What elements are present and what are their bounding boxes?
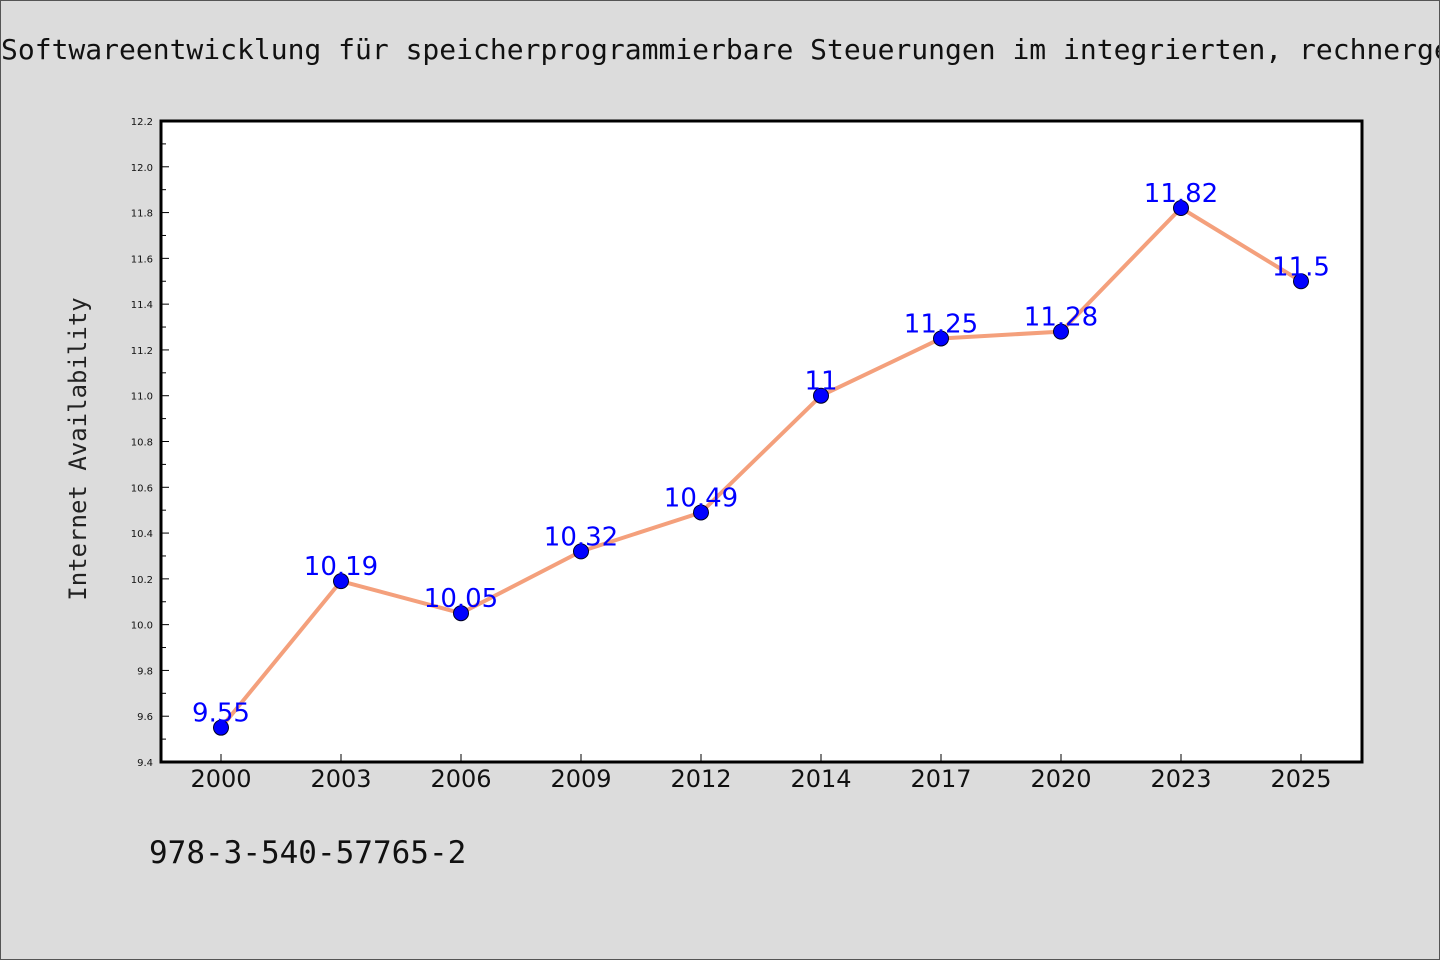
y-tick-label: 10.4 bbox=[131, 529, 153, 540]
data-label: 10.05 bbox=[424, 584, 498, 614]
y-tick-label: 10.6 bbox=[131, 483, 153, 494]
y-tick-label: 9.6 bbox=[137, 712, 153, 723]
data-label: 10.32 bbox=[544, 522, 618, 552]
data-point bbox=[933, 330, 949, 347]
plot-area bbox=[159, 119, 1364, 764]
data-label: 11.5 bbox=[1272, 252, 1330, 282]
data-label: 11.28 bbox=[1024, 303, 1098, 333]
data-point bbox=[1053, 323, 1069, 340]
x-tick-label: 2003 bbox=[310, 765, 371, 793]
data-point bbox=[333, 573, 349, 590]
x-tick-label: 2000 bbox=[190, 765, 251, 793]
y-tick-label: 10.0 bbox=[131, 621, 153, 632]
data-label: 11 bbox=[804, 367, 837, 397]
x-tick-label: 2017 bbox=[910, 765, 971, 793]
data-point bbox=[213, 719, 229, 736]
y-tick-label: 10.8 bbox=[131, 438, 153, 449]
x-tick-label: 2009 bbox=[550, 765, 611, 793]
x-tick-label: 2023 bbox=[1150, 765, 1211, 793]
data-label: 11.25 bbox=[904, 309, 978, 339]
x-axis: 2000 2003 2006 2009 2012 2014 2017 2020 2023 2025 bbox=[190, 754, 1332, 793]
x-tick-label: 2020 bbox=[1030, 765, 1091, 793]
y-tick-label: 12.2 bbox=[131, 117, 153, 128]
data-point bbox=[1173, 199, 1189, 216]
data-point bbox=[693, 504, 709, 521]
x-tick-label: 2025 bbox=[1270, 765, 1331, 793]
x-tick-label: 2014 bbox=[790, 765, 851, 793]
y-tick-label: 9.8 bbox=[137, 666, 153, 677]
series-line-path bbox=[219, 205, 1303, 729]
data-point bbox=[573, 543, 589, 560]
y-tick-label: 9.4 bbox=[137, 758, 153, 769]
data-markers bbox=[213, 199, 1309, 736]
data-point bbox=[453, 605, 469, 622]
y-tick-label: 11.4 bbox=[131, 300, 153, 311]
x-tick-label: 2012 bbox=[670, 765, 731, 793]
data-label: 10.49 bbox=[664, 483, 738, 513]
y-tick-label: 10.2 bbox=[131, 575, 153, 586]
y-tick-label: 11.6 bbox=[131, 254, 153, 265]
data-point bbox=[813, 387, 829, 404]
data-label: 9.55 bbox=[192, 699, 250, 729]
y-tick-label: 11.2 bbox=[131, 346, 153, 357]
y-axis: 9.4 9.6 9.8 10.0 10.2 10.4 10.6 10.8 11.0 11.2 11.… bbox=[131, 117, 169, 769]
data-point bbox=[1293, 273, 1309, 290]
data-label: 11.82 bbox=[1144, 179, 1218, 209]
chart-title: Softwareentwicklung für speicherprogramm… bbox=[1, 33, 1439, 66]
data-label: 10.19 bbox=[304, 552, 378, 582]
x-tick-label: 2006 bbox=[430, 765, 491, 793]
footer-isbn: 978-3-540-57765-2 bbox=[149, 835, 467, 871]
data-labels: 9.55 10.19 10.05 10.32 10.49 11 11.25 11.28 11.8… bbox=[192, 179, 1330, 729]
y-tick-label: 11.8 bbox=[131, 209, 153, 220]
series-line bbox=[219, 205, 1303, 729]
y-tick-label: 11.0 bbox=[131, 392, 153, 403]
y-axis-label: Internet Availability bbox=[64, 297, 92, 600]
y-tick-label: 12.0 bbox=[131, 163, 153, 174]
